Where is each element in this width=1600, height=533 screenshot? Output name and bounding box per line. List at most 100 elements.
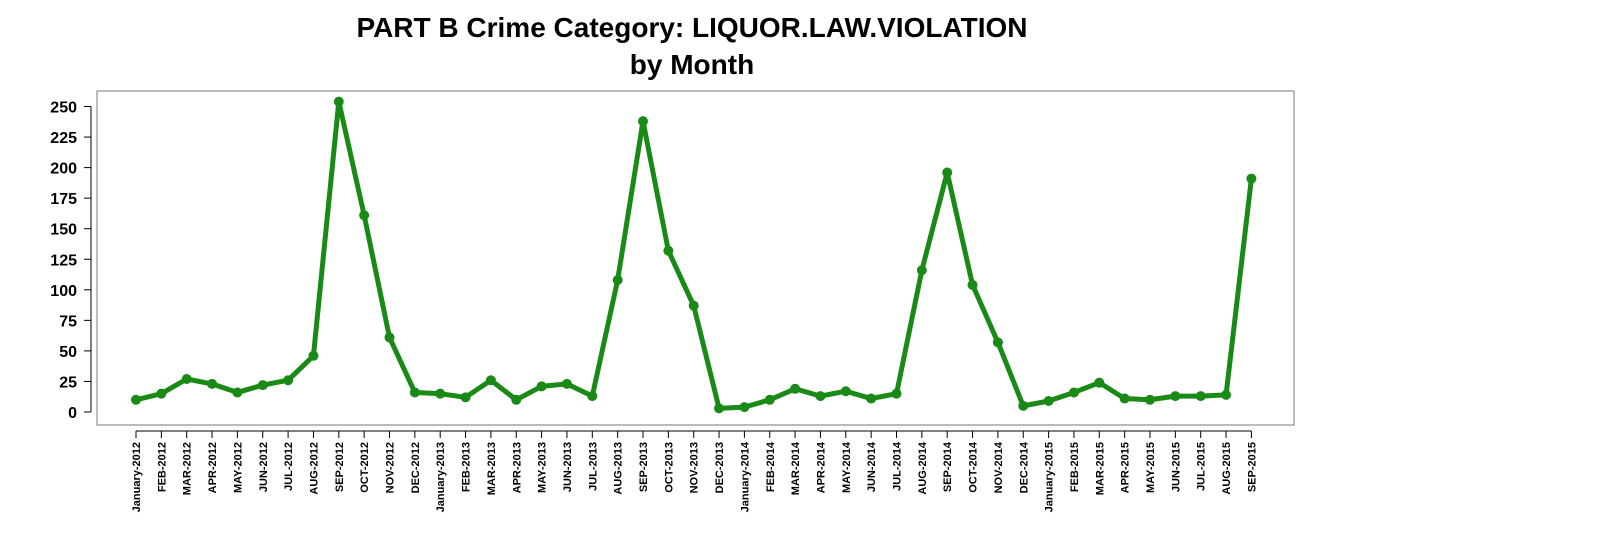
data-point <box>790 383 801 394</box>
y-tick-label: 200 <box>50 161 77 178</box>
plot-frame <box>96 90 1295 426</box>
x-tick-label: APR-2014 <box>815 441 827 493</box>
x-tick-label: AUG-2015 <box>1221 442 1233 495</box>
x-tick-label: NOV-2013 <box>689 442 701 493</box>
x-tick-label: SEP-2015 <box>1246 442 1258 492</box>
y-tick-label: 25 <box>59 374 77 391</box>
data-point <box>688 300 699 311</box>
x-tick-label: MAR-2013 <box>486 442 498 495</box>
x-tick-label: January-2015 <box>1044 442 1056 512</box>
y-axis: 0 25 50 75 100 125 150 175 200 225 250 <box>50 100 92 422</box>
x-tick-label: MAR-2015 <box>1094 442 1106 495</box>
data-point <box>207 378 218 389</box>
x-tick-label: OCT-2013 <box>663 442 675 493</box>
data-point <box>460 392 471 403</box>
x-tick-label: AUG-2013 <box>613 442 625 495</box>
chart-title-line1: PART B Crime Category: LIQUOR.LAW.VIOLAT… <box>356 12 1027 43</box>
x-tick-label: APR-2012 <box>207 442 219 493</box>
x-tick-label: JUN-2012 <box>258 442 270 492</box>
x-tick-label: MAY-2014 <box>841 441 853 493</box>
y-tick-label: 125 <box>50 252 77 269</box>
x-tick-label: AUG-2012 <box>308 442 320 495</box>
x-tick-label: FEB-2014 <box>765 441 777 492</box>
data-point <box>511 394 522 405</box>
data-point <box>840 386 851 397</box>
y-tick-label: 0 <box>68 405 77 422</box>
x-tick-label: OCT-2014 <box>968 441 980 493</box>
x-tick-label: January-2014 <box>739 441 751 512</box>
x-tick-label: NOV-2012 <box>385 442 397 493</box>
data-point <box>916 265 927 276</box>
data-point <box>257 380 268 391</box>
data-point <box>1119 393 1130 404</box>
x-tick-label: FEB-2013 <box>461 442 473 492</box>
x-tick-label: OCT-2012 <box>359 442 371 493</box>
data-point <box>1043 396 1054 407</box>
data-point <box>638 116 648 127</box>
series-line <box>133 99 1254 411</box>
data-point <box>612 275 623 286</box>
data-point <box>1195 391 1206 402</box>
y-tick-label: 225 <box>50 130 77 147</box>
x-tick-label: JUN-2013 <box>562 442 574 492</box>
x-tick-label: NOV-2014 <box>993 441 1005 493</box>
data-point <box>485 375 496 386</box>
x-tick-label: JUL-2014 <box>892 441 904 491</box>
y-tick-label: 175 <box>50 191 77 208</box>
chart-title-line2: by Month <box>630 49 754 80</box>
data-point <box>435 388 446 399</box>
x-tick-label: DEC-2013 <box>714 442 726 493</box>
data-point <box>714 403 725 414</box>
data-point <box>1018 400 1029 411</box>
x-tick-label: FEB-2015 <box>1069 442 1081 492</box>
data-point <box>815 391 826 402</box>
data-point <box>967 279 978 290</box>
x-tick-label: SEP-2012 <box>334 442 346 492</box>
data-point <box>181 374 192 385</box>
y-tick-label: 250 <box>50 100 77 117</box>
data-point <box>384 332 395 343</box>
data-point <box>156 388 167 399</box>
data-point <box>359 210 370 221</box>
x-tick-label: JUN-2014 <box>866 441 878 492</box>
x-tick-label: MAY-2015 <box>1145 442 1157 493</box>
data-point <box>1145 394 1155 405</box>
data-point <box>587 391 598 402</box>
y-tick-label: 75 <box>59 313 77 330</box>
x-tick-label: MAR-2012 <box>182 442 194 495</box>
data-point <box>1221 389 1232 400</box>
data-point <box>283 375 294 386</box>
x-tick-label: MAY-2012 <box>232 442 244 493</box>
series-line-group <box>131 96 1257 414</box>
data-point <box>891 388 902 399</box>
data-point <box>1170 391 1181 402</box>
x-tick-label: January-2012 <box>131 442 143 512</box>
data-point <box>764 394 775 405</box>
x-axis: January-2012 FEB-2012 MAR-2012 APR-2012 MAY-… <box>131 430 1258 512</box>
data-point <box>1246 173 1257 184</box>
x-tick-label: JUL-2013 <box>587 442 599 491</box>
y-tick-label: 50 <box>59 344 77 361</box>
data-point <box>232 387 243 398</box>
x-tick-label: JUL-2012 <box>283 442 295 491</box>
data-point <box>409 387 420 398</box>
x-tick-label: SEP-2014 <box>942 441 954 492</box>
x-tick-label: AUG-2014 <box>917 441 929 494</box>
x-tick-label: SEP-2013 <box>638 442 650 492</box>
x-tick-label: DEC-2012 <box>410 442 422 493</box>
x-tick-label: DEC-2014 <box>1018 441 1030 493</box>
data-point <box>308 350 319 361</box>
data-point <box>739 402 750 413</box>
data-point <box>663 245 674 256</box>
x-tick-label: JUL-2015 <box>1196 442 1208 491</box>
data-point <box>1068 387 1079 398</box>
x-tick-label: FEB-2012 <box>156 442 168 492</box>
data-point <box>866 393 877 404</box>
x-tick-label: APR-2015 <box>1120 442 1132 493</box>
data-point <box>333 96 344 107</box>
x-tick-label: MAR-2014 <box>790 441 802 495</box>
data-point <box>536 381 547 392</box>
x-tick-label: January-2013 <box>435 442 447 512</box>
data-point <box>992 337 1003 348</box>
